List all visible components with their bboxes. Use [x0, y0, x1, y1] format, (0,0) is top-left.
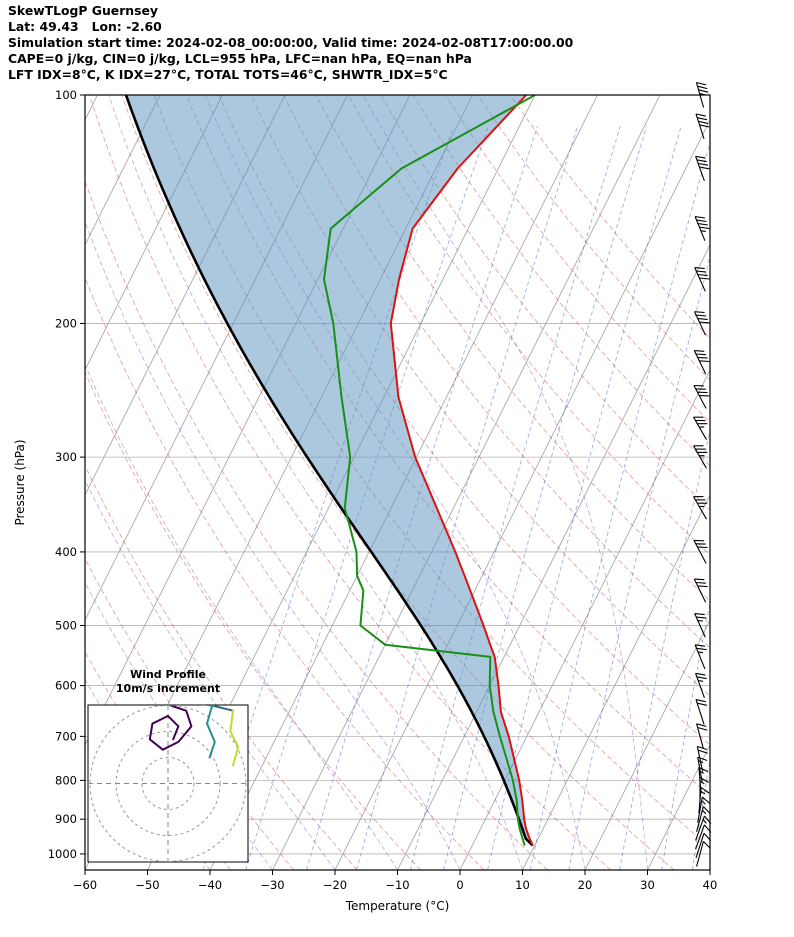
hodograph-trace [148, 705, 193, 751]
x-tick-label: −60 [73, 878, 97, 892]
y-tick-label: 500 [55, 618, 77, 632]
x-tick-label: 0 [456, 878, 463, 892]
hodograph-ring [141, 757, 195, 810]
hodograph-title: Wind Profile [130, 668, 206, 681]
hodograph-trace [229, 709, 240, 767]
hodograph-trace [206, 705, 216, 759]
x-tick-label: 30 [640, 878, 655, 892]
hodograph-trace [169, 705, 234, 712]
wind-barbs [693, 81, 712, 867]
figure-location: Lat: 49.43 Lon: -2.60 [8, 19, 162, 34]
parcel-line [124, 95, 534, 847]
x-axis-label: Temperature (°C) [345, 899, 450, 913]
figure-times: Simulation start time: 2024-02-08_00:00:… [8, 35, 574, 50]
y-tick-label: 700 [55, 729, 77, 743]
figure-indices-2: LFT IDX=8°C, K IDX=27°C, TOTAL TOTS=46°C… [8, 67, 448, 82]
y-axis-label: Pressure (hPa) [13, 439, 27, 525]
y-tick-label: 800 [55, 773, 77, 787]
y-tick-label: 900 [55, 812, 77, 826]
y-tick-label: 1000 [48, 847, 77, 861]
dewpoint-line [323, 95, 536, 846]
x-tick-label: −10 [385, 878, 409, 892]
x-tick-label: −30 [260, 878, 284, 892]
hodograph-subtitle: 10m/s increment [116, 682, 220, 695]
figure-indices-1: CAPE=0 j/kg, CIN=0 j/kg, LCL=955 hPa, LF… [8, 51, 472, 66]
negative-buoyancy-shade [126, 95, 533, 846]
temperature-line [389, 95, 534, 847]
hodograph-ring [115, 731, 221, 836]
x-tick-label: 10 [515, 878, 530, 892]
x-tick-label: −40 [198, 878, 222, 892]
x-tick-label: −20 [323, 878, 347, 892]
y-tick-label: 100 [55, 88, 77, 102]
x-tick-label: 20 [578, 878, 593, 892]
axes: −60 −50 −40 −30 −20 −10 0 10 20 30 40 100 200 300 400 5… [13, 88, 717, 913]
y-tick-label: 400 [55, 545, 77, 559]
y-tick-label: 300 [55, 450, 77, 464]
hodograph-ring [89, 705, 247, 862]
x-tick-label: 40 [703, 878, 718, 892]
profile-lines [124, 95, 536, 847]
y-tick-label: 200 [55, 316, 77, 330]
figure-title: SkewTLogP Guernsey [8, 3, 158, 18]
x-tick-label: −50 [135, 878, 159, 892]
y-tick-label: 600 [55, 679, 77, 693]
